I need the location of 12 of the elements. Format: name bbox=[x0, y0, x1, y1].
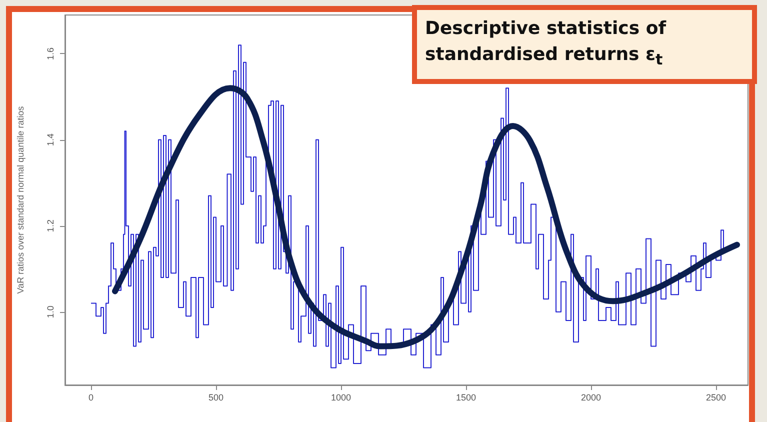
y-tick-label: 1.4 bbox=[46, 134, 56, 146]
x-tick-label: 1000 bbox=[330, 392, 352, 402]
x-tick-label: 2000 bbox=[580, 392, 602, 402]
y-axis-title: VaR ratios over standard normal quantile ratios bbox=[16, 106, 26, 294]
text: Descriptive statistics of standardised returns ε$_{t}$ bbox=[425, 17, 668, 71]
y-tick-label: 1.6 bbox=[46, 47, 56, 60]
x-tick-label: 0 bbox=[88, 392, 94, 402]
x-tick-label: 2500 bbox=[706, 392, 726, 402]
x-tick-label: 500 bbox=[208, 392, 224, 402]
y-tick-label: 1.0 bbox=[46, 306, 56, 318]
x-tick-label: 1500 bbox=[456, 392, 476, 402]
y-tick-label: 1.2 bbox=[46, 220, 56, 232]
